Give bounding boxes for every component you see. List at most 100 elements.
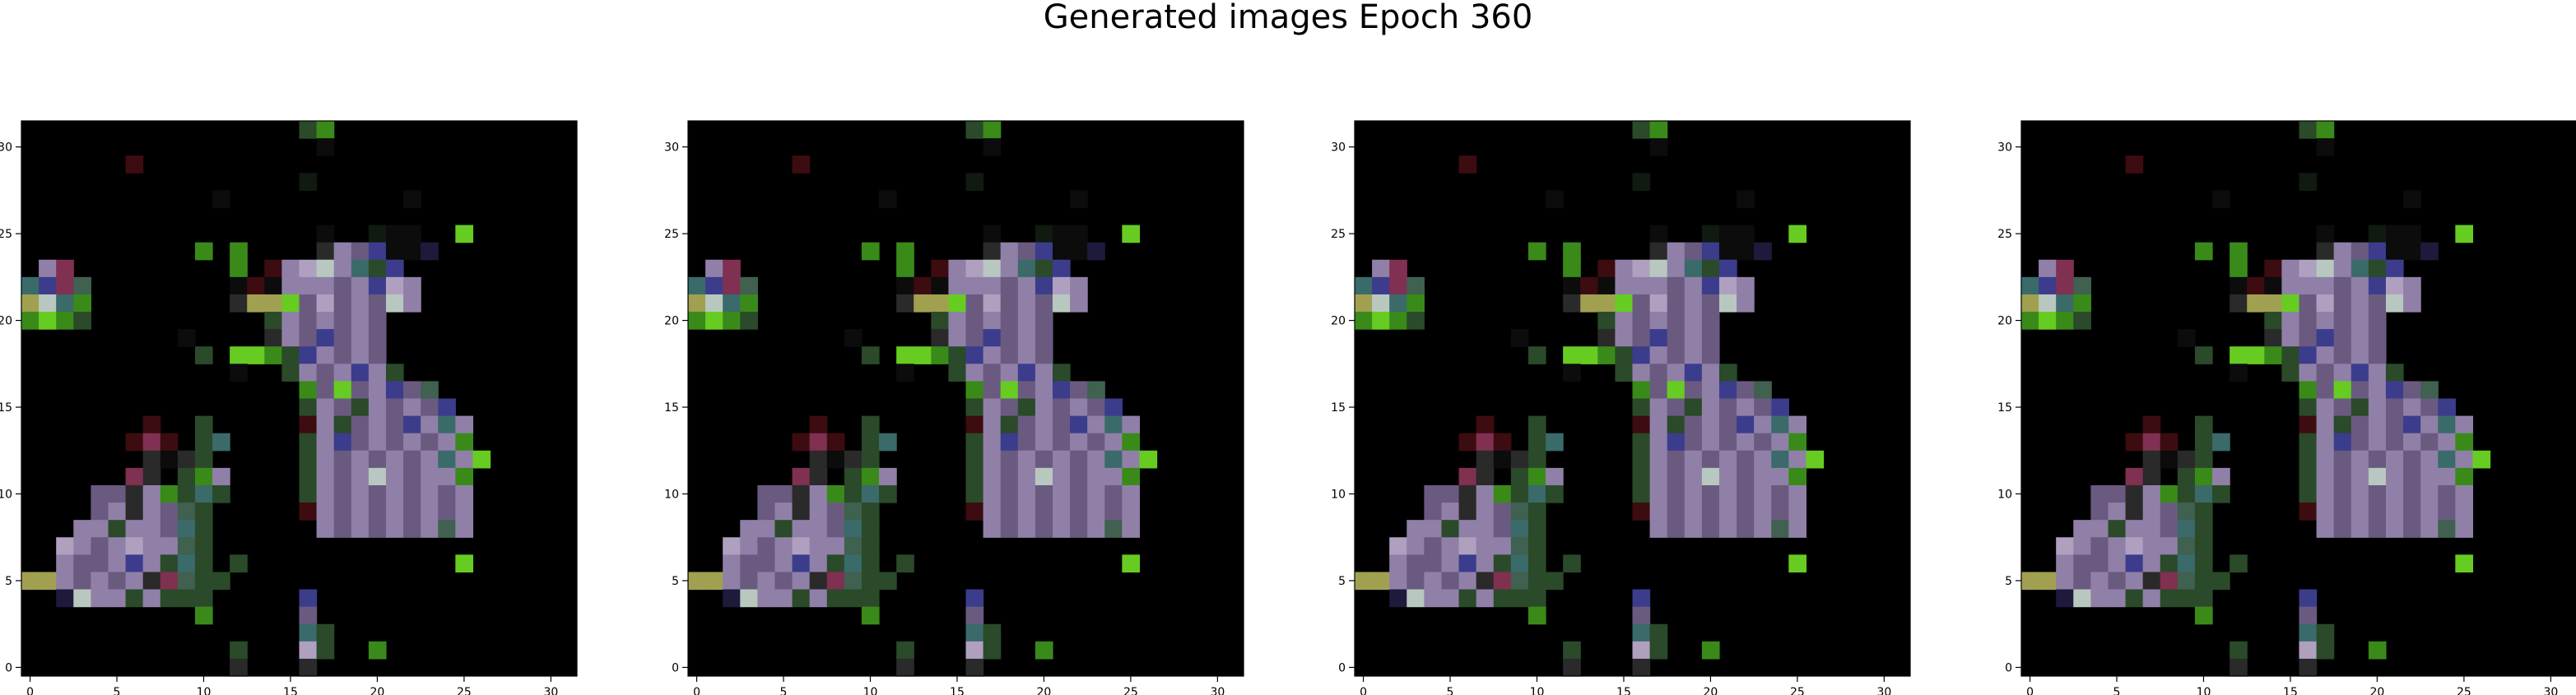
image-panel-1: 0 5 10 15 20 25 30 0 5 10 15 20 25 30 — [0, 120, 578, 695]
pixel-cell — [965, 450, 984, 469]
pixel-cell — [2299, 173, 2318, 191]
pixel-cell — [1424, 572, 1443, 591]
pixel-cell — [385, 415, 404, 434]
pixel-cell — [757, 537, 776, 555]
pixel-cell — [1355, 572, 1373, 591]
pixel-cell — [1389, 589, 1407, 608]
pixel-cell — [230, 364, 248, 382]
pixel-cell — [983, 294, 1002, 313]
pixel-cell — [1441, 572, 1460, 591]
pixel-cell — [1070, 225, 1088, 243]
pixel-cell — [1667, 312, 1686, 330]
pixel-cell — [2142, 537, 2161, 555]
y-tick-label: 20 — [664, 315, 679, 328]
pixel-cell — [2177, 329, 2196, 347]
pixel-cell — [757, 554, 776, 573]
pixel-cell — [1458, 484, 1477, 503]
pixel-cell — [2056, 276, 2074, 295]
pixel-cell — [2264, 329, 2282, 347]
pixel-cell — [2333, 364, 2352, 382]
pixel-cell — [1667, 259, 1686, 278]
pixel-cell — [809, 433, 828, 452]
pixel-cell — [1052, 294, 1071, 313]
pixel-cell — [2455, 484, 2474, 503]
pixel-cell — [1493, 572, 1512, 591]
pixel-cell — [983, 484, 1002, 503]
pixel-cell — [264, 294, 282, 313]
pixel-cell — [965, 467, 984, 486]
pixel-cell — [1087, 484, 1105, 503]
pixel-cell — [2264, 312, 2282, 330]
pixel-cell — [1632, 346, 1651, 364]
pixel-cell — [826, 503, 845, 521]
pixel-cell — [826, 554, 845, 573]
pixel-cell — [2160, 484, 2178, 503]
pixel-cell — [1563, 276, 1581, 295]
pixel-cell — [1737, 450, 1755, 469]
pixel-cell — [1000, 276, 1019, 295]
pixel-cell — [1017, 503, 1036, 521]
x-tick-label: 30 — [2543, 686, 2558, 695]
y-tick-label: 0 — [2005, 661, 2012, 674]
pixel-cell — [2299, 606, 2318, 625]
pixel-cell — [316, 623, 335, 642]
pixel-cell — [125, 503, 144, 521]
pixel-cell — [983, 641, 1002, 660]
pixel-cell — [1527, 415, 1546, 434]
pixel-cell — [2142, 589, 2161, 608]
x-tick-label: 10 — [1530, 686, 1545, 695]
pixel-cell — [351, 415, 370, 434]
pixel-cell — [1070, 450, 1088, 469]
pixel-cell — [2039, 572, 2057, 591]
pixel-cell — [2142, 554, 2161, 573]
pixel-cell — [1632, 606, 1651, 625]
pixel-cell — [1035, 415, 1053, 434]
pixel-cell — [421, 242, 439, 261]
pixel-cell — [2073, 537, 2091, 555]
pixel-cell — [1649, 381, 1668, 400]
pixel-cell — [2403, 381, 2421, 400]
pixel-cell — [316, 276, 335, 295]
pixel-cell — [212, 433, 230, 452]
pixel-cell — [368, 329, 387, 347]
pixel-cell — [351, 294, 370, 313]
pixel-cell — [351, 398, 370, 417]
x-tick-label: 25 — [2457, 686, 2471, 695]
pixel-cell — [1632, 398, 1651, 417]
pixel-cell — [983, 415, 1002, 434]
pixel-cell — [2212, 467, 2230, 486]
pixel-cell — [91, 484, 109, 503]
pixel-cell — [351, 242, 370, 261]
pixel-cell — [896, 364, 914, 382]
pixel-cell — [1771, 433, 1789, 452]
pixel-cell — [1527, 433, 1546, 452]
pixel-cell — [1718, 242, 1737, 261]
pixel-cell — [1052, 503, 1071, 521]
pixel-cell — [2247, 276, 2265, 295]
pixel-cell — [1684, 242, 1703, 261]
pixel-cell — [983, 329, 1002, 347]
pixel-cell — [688, 312, 706, 330]
pixel-cell — [1701, 450, 1720, 469]
pixel-cell — [368, 450, 387, 469]
pixel-cell — [2385, 364, 2404, 382]
pixel-cell — [1000, 484, 1019, 503]
pixel-cell — [2281, 364, 2300, 382]
pixel-cell — [792, 433, 811, 452]
pixel-cell — [1701, 312, 1720, 330]
x-tick-label: 25 — [1123, 686, 1138, 695]
pixel-cell — [1684, 276, 1703, 295]
pixel-cell — [1667, 381, 1686, 400]
pixel-cell — [2230, 364, 2248, 382]
pixel-cell — [316, 364, 335, 382]
pixel-cell — [39, 276, 57, 295]
pixel-cell — [2194, 242, 2213, 261]
pixel-cell — [965, 259, 984, 278]
pixel-cell — [1476, 484, 1495, 503]
pixel-cell — [2108, 520, 2127, 538]
pixel-cell — [2194, 589, 2213, 608]
pixel-cell — [438, 520, 456, 538]
pixel-cell — [931, 346, 949, 364]
pixel-cell — [2299, 503, 2318, 521]
